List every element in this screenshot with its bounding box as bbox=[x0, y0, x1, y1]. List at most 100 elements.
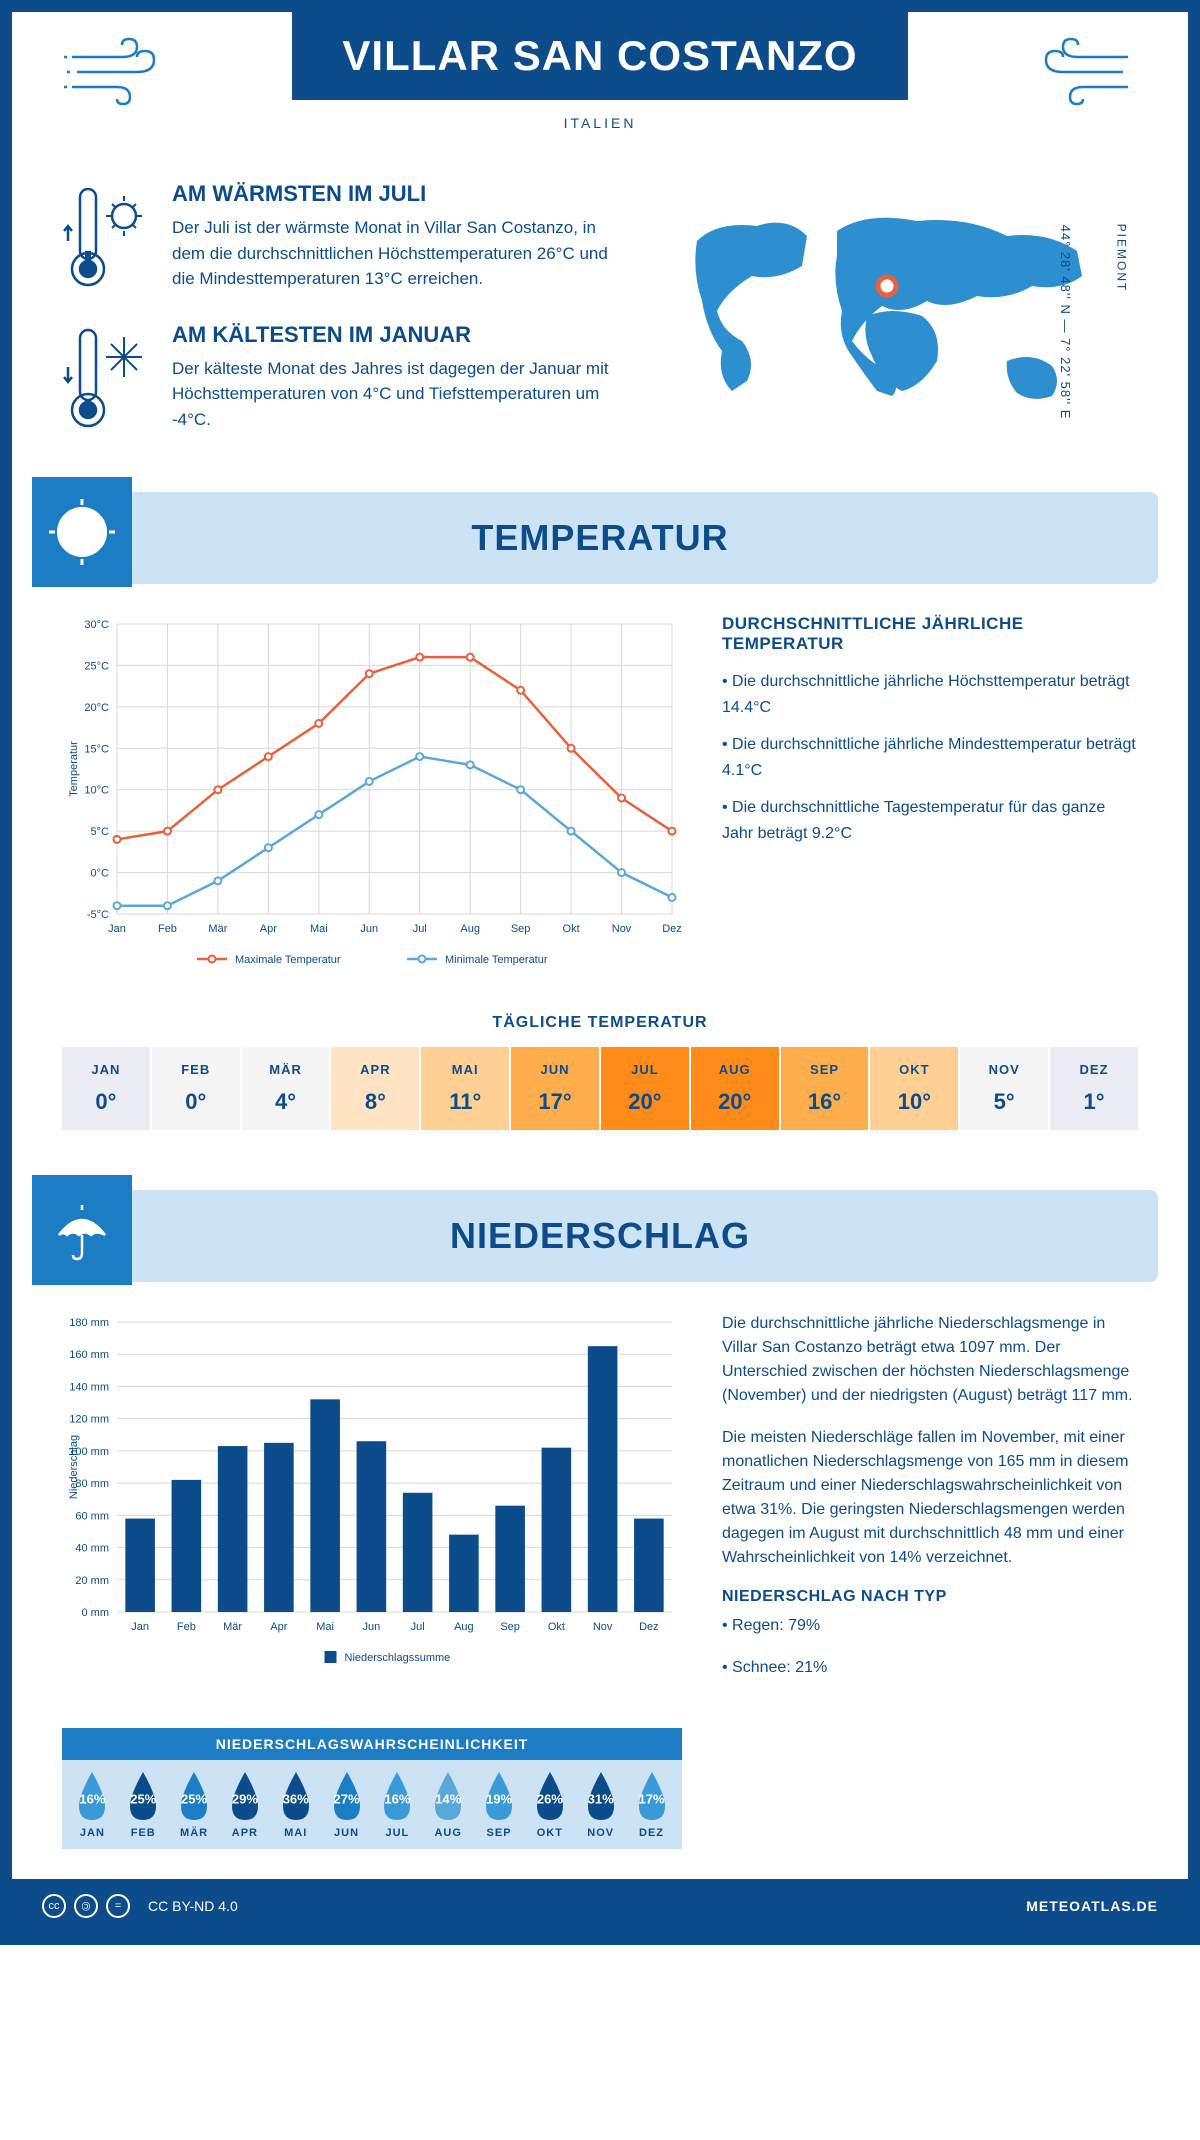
daily-temp-cell: NOV5° bbox=[960, 1047, 1048, 1130]
svg-text:-5°C: -5°C bbox=[87, 909, 109, 921]
daily-temp-cell: OKT10° bbox=[870, 1047, 958, 1130]
warmest-title: AM WÄRMSTEN IM JULI bbox=[172, 181, 627, 207]
precip-by-type-title: NIEDERSCHLAG NACH TYP bbox=[722, 1588, 1138, 1606]
temp-value: 16° bbox=[786, 1089, 864, 1115]
svg-text:5°C: 5°C bbox=[91, 826, 110, 838]
coldest-fact: AM KÄLTESTEN IM JANUAR Der kälteste Mona… bbox=[62, 322, 627, 433]
temp-value: 4° bbox=[247, 1089, 325, 1115]
raindrop-icon: 26% bbox=[529, 1770, 571, 1822]
month-label: DEZ bbox=[1055, 1062, 1133, 1077]
month-label: JAN bbox=[67, 1062, 145, 1077]
svg-text:60 mm: 60 mm bbox=[75, 1510, 109, 1522]
svg-text:Niederschlagssumme: Niederschlagssumme bbox=[345, 1652, 451, 1664]
month-label: APR bbox=[336, 1062, 414, 1077]
svg-text:Feb: Feb bbox=[158, 923, 177, 935]
daily-temp-cell: MÄR 4° bbox=[242, 1047, 330, 1130]
raindrop-icon: 31% bbox=[580, 1770, 622, 1822]
world-map: PIEMONT 44° 28' 48'' N — 7° 22' 58'' E bbox=[667, 181, 1138, 462]
raindrop-icon: 19% bbox=[478, 1770, 520, 1822]
precipitation-info: Die durchschnittliche jährliche Niedersc… bbox=[722, 1312, 1138, 1698]
region-label: PIEMONT bbox=[1115, 224, 1129, 293]
precip-text-1: Die durchschnittliche jährliche Niedersc… bbox=[722, 1312, 1138, 1408]
prob-month-label: AUG bbox=[423, 1827, 474, 1839]
precipitation-content: 0 mm20 mm40 mm60 mm80 mm100 mm120 mm140 … bbox=[12, 1282, 1188, 1718]
svg-text:Aug: Aug bbox=[454, 1621, 474, 1633]
prob-month-label: FEB bbox=[118, 1827, 169, 1839]
svg-text:Sep: Sep bbox=[511, 923, 531, 935]
month-label: NOV bbox=[965, 1062, 1043, 1077]
temp-bullet: • Die durchschnittliche jährliche Mindes… bbox=[722, 732, 1138, 783]
svg-text:Niederschlag: Niederschlag bbox=[68, 1435, 80, 1499]
prob-cell: 16%JAN bbox=[67, 1770, 118, 1839]
daily-temp-cell: DEZ1° bbox=[1050, 1047, 1138, 1130]
month-label: MÄR bbox=[247, 1062, 325, 1077]
prob-month-label: JUL bbox=[372, 1827, 423, 1839]
daily-temp-title: TÄGLICHE TEMPERATUR bbox=[12, 1014, 1188, 1032]
license-info: cc 🄯 = CC BY-ND 4.0 bbox=[42, 1894, 238, 1918]
svg-text:Dez: Dez bbox=[639, 1621, 659, 1633]
svg-text:0°C: 0°C bbox=[91, 868, 110, 880]
svg-text:Mai: Mai bbox=[316, 1621, 334, 1633]
svg-text:80 mm: 80 mm bbox=[75, 1478, 109, 1490]
by-icon: 🄯 bbox=[74, 1894, 98, 1918]
raindrop-icon: 16% bbox=[376, 1770, 418, 1822]
thermometer-hot-icon bbox=[62, 181, 152, 292]
svg-text:20°C: 20°C bbox=[84, 702, 109, 714]
month-label: JUL bbox=[606, 1062, 684, 1077]
raindrop-icon: 14% bbox=[427, 1770, 469, 1822]
nd-icon: = bbox=[106, 1894, 130, 1918]
daily-temp-cell: JAN 0° bbox=[62, 1047, 150, 1130]
warmest-text: Der Juli ist der wärmste Monat in Villar… bbox=[172, 215, 627, 292]
cc-icon: cc bbox=[42, 1894, 66, 1918]
raindrop-icon: 29% bbox=[224, 1770, 266, 1822]
month-label: FEB bbox=[157, 1062, 235, 1077]
svg-text:Temperatur: Temperatur bbox=[68, 741, 80, 797]
svg-text:Okt: Okt bbox=[563, 923, 580, 935]
prob-month-label: NOV bbox=[575, 1827, 626, 1839]
svg-text:0 mm: 0 mm bbox=[82, 1607, 110, 1619]
svg-text:Jan: Jan bbox=[131, 1621, 149, 1633]
svg-text:Apr: Apr bbox=[260, 923, 277, 935]
temp-value: 20° bbox=[606, 1089, 684, 1115]
temperature-title: TEMPERATUR bbox=[82, 517, 1118, 559]
prob-title: NIEDERSCHLAGSWAHRSCHEINLICHKEIT bbox=[62, 1728, 682, 1760]
temp-value: 0° bbox=[67, 1089, 145, 1115]
infographic-wrapper: VILLAR SAN COSTANZO ITALIEN AM WÄRMSTEN … bbox=[0, 0, 1200, 1945]
prob-cell: 29%APR bbox=[219, 1770, 270, 1839]
svg-text:Feb: Feb bbox=[177, 1621, 196, 1633]
svg-text:Maximale Temperatur: Maximale Temperatur bbox=[235, 954, 341, 966]
svg-text:Nov: Nov bbox=[593, 1621, 613, 1633]
svg-text:20 mm: 20 mm bbox=[75, 1575, 109, 1587]
svg-text:Okt: Okt bbox=[548, 1621, 565, 1633]
prob-month-label: MÄR bbox=[169, 1827, 220, 1839]
prob-cell: 14% AUG bbox=[423, 1770, 474, 1839]
top-section: AM WÄRMSTEN IM JULI Der Juli ist der wär… bbox=[12, 161, 1188, 492]
temperature-facts: AM WÄRMSTEN IM JULI Der Juli ist der wär… bbox=[62, 181, 627, 462]
prob-cell: 25% MÄR bbox=[169, 1770, 220, 1839]
svg-text:180 mm: 180 mm bbox=[69, 1317, 109, 1329]
raindrop-icon: 25% bbox=[173, 1770, 215, 1822]
temp-bullet: • Die durchschnittliche Tagestemperatur … bbox=[722, 795, 1138, 846]
temp-value: 8° bbox=[336, 1089, 414, 1115]
svg-text:40 mm: 40 mm bbox=[75, 1543, 109, 1555]
temperature-info: DURCHSCHNITTLICHE JÄHRLICHE TEMPERATUR •… bbox=[722, 614, 1138, 974]
raindrop-icon: 17% bbox=[631, 1770, 673, 1822]
month-label: MAI bbox=[426, 1062, 504, 1077]
temperature-content: -5°C0°C5°C10°C15°C20°C25°C30°CJanFebMärA… bbox=[12, 584, 1188, 1004]
svg-text:30°C: 30°C bbox=[84, 619, 109, 631]
svg-text:Jul: Jul bbox=[413, 923, 427, 935]
temp-bullet: • Die durchschnittliche jährliche Höchst… bbox=[722, 669, 1138, 720]
sun-icon bbox=[32, 477, 132, 587]
svg-text:Nov: Nov bbox=[612, 923, 632, 935]
daily-temp-cell: JUN17° bbox=[511, 1047, 599, 1130]
raindrop-icon: 16% bbox=[71, 1770, 113, 1822]
prob-month-label: JUN bbox=[321, 1827, 372, 1839]
svg-text:160 mm: 160 mm bbox=[69, 1349, 109, 1361]
warmest-fact: AM WÄRMSTEN IM JULI Der Juli ist der wär… bbox=[62, 181, 627, 292]
raindrop-icon: 36% bbox=[275, 1770, 317, 1822]
license-text: CC BY-ND 4.0 bbox=[148, 1898, 238, 1914]
temp-value: 17° bbox=[516, 1089, 594, 1115]
precipitation-title: NIEDERSCHLAG bbox=[82, 1215, 1118, 1257]
daily-temp-grid: JAN0°FEB0°MÄR4°APR8°MAI11°JUN17°JUL20°AU… bbox=[12, 1047, 1188, 1160]
month-label: AUG bbox=[696, 1062, 774, 1077]
